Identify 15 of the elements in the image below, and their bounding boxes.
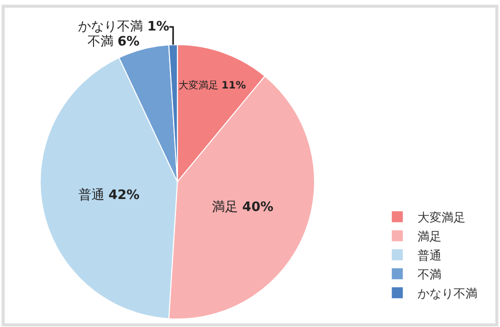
legend-label: 満足 <box>417 229 442 244</box>
slice-label: 普通 <box>78 188 104 203</box>
data-label: 11% <box>222 80 246 92</box>
slice-label: 大変満足 <box>178 80 218 92</box>
data-label: 6% <box>117 34 140 50</box>
legend-label: 普通 <box>417 248 442 262</box>
legend-label: かなり不満 <box>417 286 478 300</box>
legend-label: 大変満足 <box>417 210 466 224</box>
legend-label: 不満 <box>417 267 442 282</box>
slice-label: かなり不満 <box>78 19 144 34</box>
data-label: 42% <box>108 188 140 203</box>
data-label: 1% <box>147 19 170 34</box>
slice-label: 不満 <box>87 34 114 50</box>
slice-label: 満足 <box>212 200 238 216</box>
data-label: 40% <box>242 200 274 216</box>
